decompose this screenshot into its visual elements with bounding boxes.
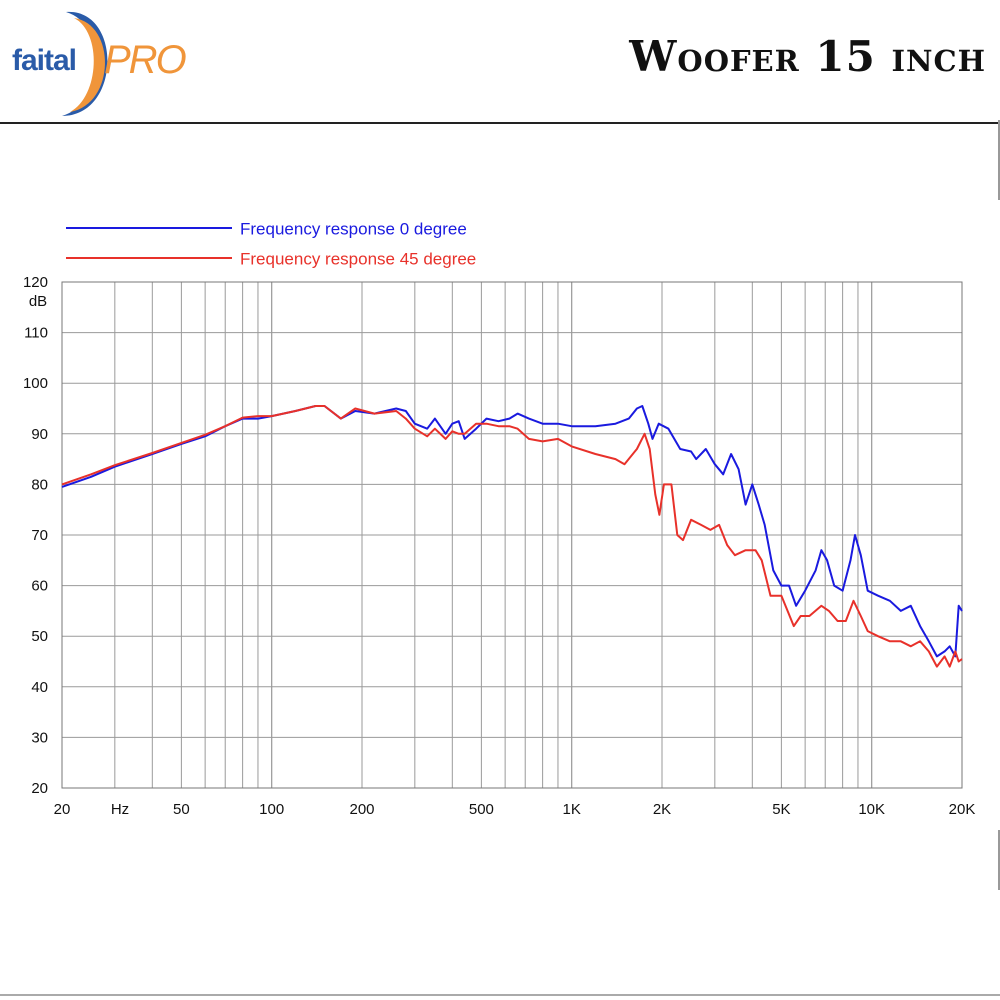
legend: Frequency response 0 degree Frequency re…: [66, 219, 476, 268]
x-tick-label: 500: [469, 801, 494, 818]
series-line-0deg: [61, 405, 963, 658]
y-axis-unit-label: dB: [29, 293, 47, 310]
series-line-45deg: [61, 405, 963, 668]
x-tick-label: 2K: [653, 801, 671, 818]
x-tick-label: 20: [54, 801, 71, 818]
y-tick-label: 60: [31, 578, 48, 595]
y-tick-label: 30: [31, 729, 48, 746]
x-tick-label: 5K: [772, 801, 790, 818]
series-layer: [61, 405, 963, 668]
right-edge-mark: [998, 120, 1000, 200]
legend-label-0deg: Frequency response 0 degree: [240, 219, 467, 238]
x-axis-unit-label: Hz: [111, 801, 129, 818]
x-tick-label: 50: [173, 801, 190, 818]
header: faital PRO Woofer 15 inch: [0, 0, 1000, 124]
y-tick-label: 20: [31, 780, 48, 797]
y-tick-label: 90: [31, 426, 48, 443]
frequency-response-chart: 20 50 100 200 500 1K 2K 5K 10K 20K 20 30 40 50 60 70 80 9…: [0, 200, 1000, 840]
header-divider: [0, 122, 1000, 124]
faital-pro-logo: faital PRO: [4, 4, 204, 116]
x-tick-label: 20K: [949, 801, 976, 818]
y-tick-label: 40: [31, 679, 48, 696]
y-tick-label: 80: [31, 476, 48, 493]
x-tick-label: 200: [349, 801, 374, 818]
page-title: Woofer 15 inch: [629, 32, 986, 81]
chart-svg: 20 50 100 200 500 1K 2K 5K 10K 20K 20 30 40 50 60 70 80 9…: [23, 219, 975, 818]
logo-text-pro: PRO: [104, 38, 187, 82]
plot-frame: [61, 281, 963, 789]
x-tick-label: 1K: [563, 801, 581, 818]
y-tick-label: 120: [23, 274, 48, 291]
y-tick-label: 110: [24, 325, 48, 342]
logo-swoosh-icon: [62, 11, 108, 116]
x-tick-label: 10K: [858, 801, 885, 818]
x-tick-label: 100: [259, 801, 284, 818]
y-tick-label: 50: [31, 628, 48, 645]
tick-layer: 20 50 100 200 500 1K 2K 5K 10K 20K 20 30 40 50 60 70 80 9…: [23, 274, 975, 818]
right-edge-mark-lower: [998, 830, 1000, 890]
footer-divider: [0, 994, 1000, 996]
y-tick-label: 100: [23, 375, 48, 392]
grid-layer: [61, 281, 963, 789]
y-tick-label: 70: [31, 527, 48, 544]
legend-label-45deg: Frequency response 45 degree: [240, 249, 476, 268]
logo-text-faital: faital: [12, 44, 77, 77]
